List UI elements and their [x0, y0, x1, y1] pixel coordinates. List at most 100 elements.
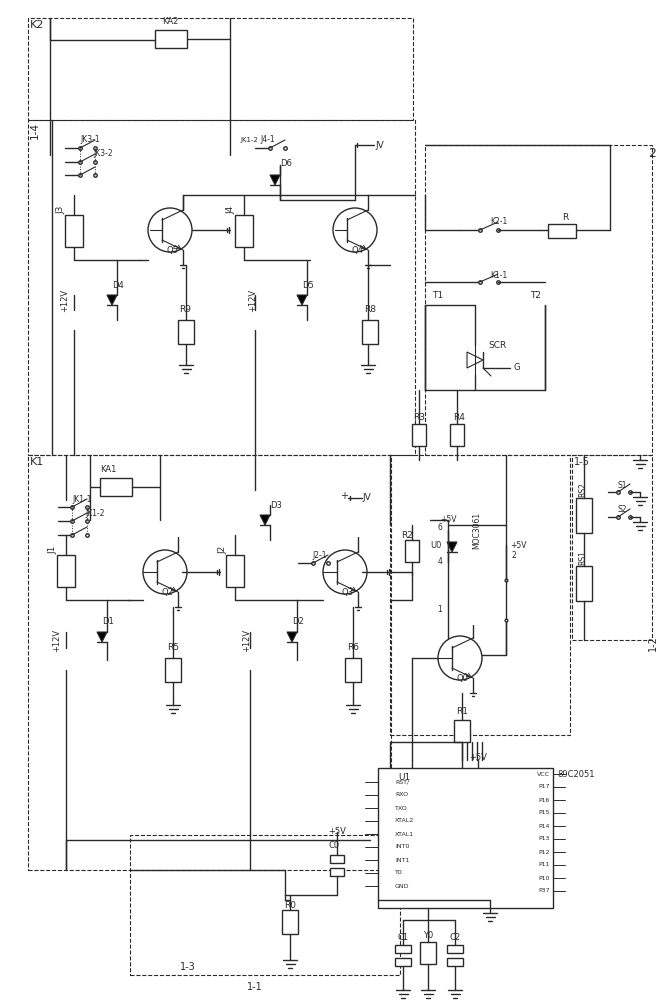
- Bar: [28, 18, 413, 120]
- Text: Y0: Y0: [423, 930, 433, 940]
- Bar: [130, 835, 400, 975]
- Text: RS2: RS2: [578, 483, 588, 497]
- Text: Q0: Q0: [456, 674, 468, 682]
- Text: R1: R1: [456, 708, 468, 716]
- Text: +: +: [340, 491, 348, 501]
- Text: +12V: +12V: [248, 288, 257, 312]
- Polygon shape: [270, 175, 280, 185]
- Text: XTAL2: XTAL2: [395, 818, 414, 824]
- Circle shape: [143, 550, 187, 594]
- Text: JV: JV: [375, 140, 384, 149]
- Text: JK1-2: JK1-2: [240, 137, 258, 143]
- Text: R6: R6: [347, 644, 359, 652]
- Circle shape: [438, 636, 482, 680]
- Bar: [178, 320, 194, 344]
- Bar: [576, 566, 592, 601]
- Text: 1-2: 1-2: [648, 635, 658, 651]
- Text: J4-1: J4-1: [260, 135, 274, 144]
- Polygon shape: [297, 295, 307, 305]
- Text: 1: 1: [437, 605, 442, 614]
- Text: D2: D2: [292, 617, 304, 626]
- Circle shape: [323, 550, 367, 594]
- Text: R9: R9: [179, 306, 191, 314]
- Text: S1: S1: [618, 481, 627, 489]
- Bar: [282, 910, 298, 934]
- Text: Q5: Q5: [166, 245, 178, 254]
- Bar: [378, 768, 553, 908]
- Text: +5V: +5V: [440, 516, 457, 524]
- Text: P15: P15: [539, 810, 550, 816]
- Text: R8: R8: [364, 306, 376, 314]
- Text: JV: JV: [362, 493, 371, 502]
- Bar: [395, 958, 411, 966]
- Text: KA1: KA1: [100, 466, 116, 475]
- Text: U1: U1: [398, 773, 410, 782]
- Text: Q4: Q4: [351, 245, 363, 254]
- Polygon shape: [447, 542, 457, 552]
- Circle shape: [148, 208, 192, 252]
- Text: RS1: RS1: [578, 551, 588, 565]
- Text: Q2: Q2: [161, 587, 173, 596]
- Bar: [548, 224, 576, 238]
- Bar: [412, 424, 426, 446]
- Text: +5V: +5V: [510, 540, 527, 550]
- Text: P13: P13: [539, 836, 550, 842]
- Text: 89C2051: 89C2051: [557, 770, 594, 779]
- Text: JK3-1: JK3-1: [80, 135, 100, 144]
- Text: U0: U0: [430, 540, 442, 550]
- Bar: [345, 658, 361, 682]
- Text: MOC3061: MOC3061: [473, 511, 481, 549]
- Bar: [362, 320, 378, 344]
- Text: SCR: SCR: [488, 340, 506, 350]
- Text: GND: GND: [395, 884, 410, 888]
- Text: 1-4: 1-4: [30, 122, 40, 139]
- Text: P37: P37: [538, 888, 550, 894]
- Polygon shape: [467, 352, 483, 368]
- Text: JK1-2: JK1-2: [85, 510, 104, 518]
- Text: Q3: Q3: [341, 587, 353, 596]
- Polygon shape: [107, 295, 117, 305]
- Text: 2: 2: [648, 147, 656, 160]
- Text: +5V: +5V: [469, 754, 487, 762]
- Bar: [405, 540, 419, 562]
- Text: S2: S2: [618, 506, 627, 514]
- Polygon shape: [97, 632, 107, 642]
- Text: T1: T1: [432, 290, 443, 300]
- Text: JK3-2: JK3-2: [93, 148, 112, 157]
- Text: J4: J4: [226, 206, 235, 214]
- Circle shape: [333, 208, 377, 252]
- Text: T0: T0: [395, 870, 403, 876]
- Bar: [447, 958, 463, 966]
- Text: R3: R3: [413, 414, 425, 422]
- Text: VCC: VCC: [537, 772, 550, 776]
- Text: D5: D5: [302, 280, 314, 290]
- Text: RXO: RXO: [395, 792, 408, 798]
- Text: R4: R4: [453, 414, 465, 422]
- Text: G: G: [513, 363, 520, 372]
- Bar: [454, 720, 470, 742]
- Text: +12V: +12V: [60, 288, 69, 312]
- Text: 2: 2: [512, 550, 517, 560]
- Bar: [226, 555, 244, 587]
- Bar: [330, 855, 344, 863]
- Text: D3: D3: [270, 500, 282, 510]
- Text: +5V: +5V: [328, 828, 346, 836]
- Text: R0: R0: [284, 900, 296, 910]
- Text: JK1-1: JK1-1: [72, 495, 91, 504]
- Bar: [572, 455, 652, 640]
- Text: 1-5: 1-5: [574, 457, 590, 467]
- Bar: [330, 868, 344, 876]
- Bar: [155, 30, 187, 48]
- Text: R: R: [562, 214, 568, 223]
- Text: P11: P11: [539, 862, 550, 867]
- Bar: [65, 215, 83, 247]
- Text: 1-3: 1-3: [180, 962, 196, 972]
- Text: K2: K2: [30, 20, 44, 30]
- Text: P12: P12: [539, 850, 550, 854]
- Text: T2: T2: [530, 290, 541, 300]
- Text: P16: P16: [539, 798, 550, 802]
- Text: P17: P17: [539, 784, 550, 790]
- Bar: [395, 945, 411, 953]
- Bar: [448, 525, 506, 655]
- Text: R2: R2: [401, 530, 413, 540]
